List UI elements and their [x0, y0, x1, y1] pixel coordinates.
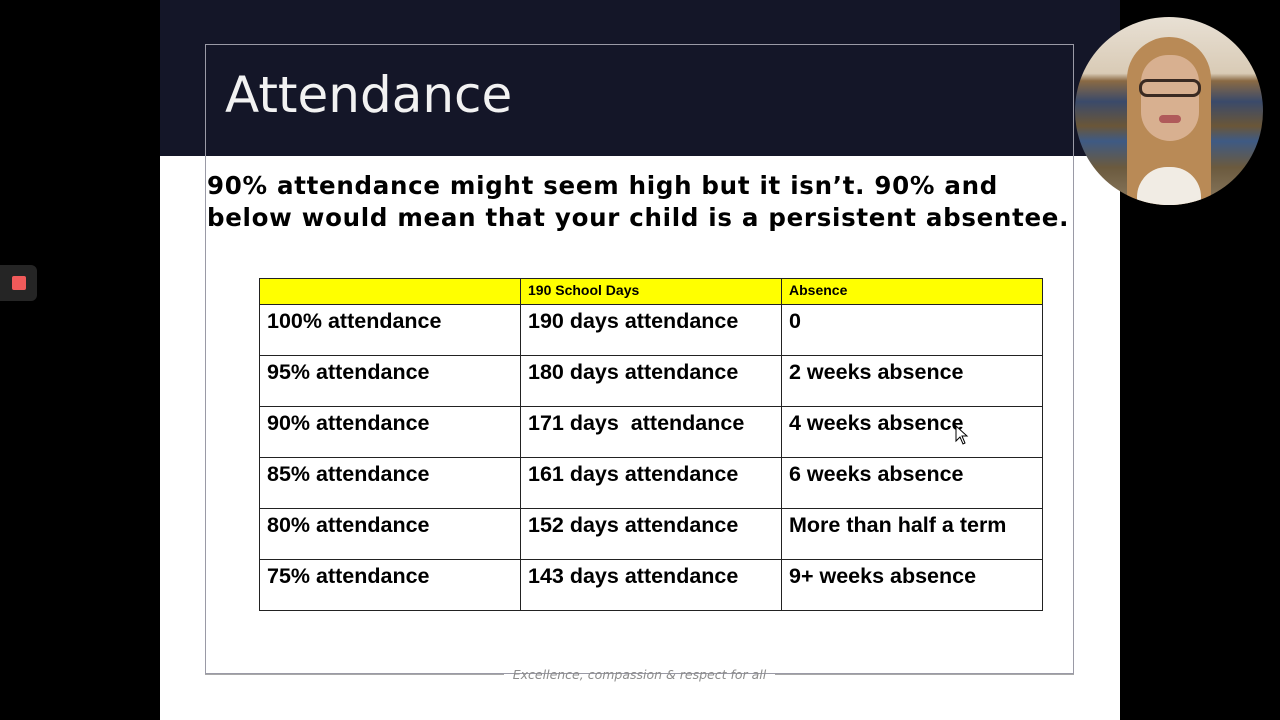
webcam-person-mouth	[1159, 115, 1181, 123]
cell-absence: 6 weeks absence	[781, 457, 1043, 509]
cell-attendance-pct: 80% attendance	[259, 508, 521, 560]
cell-absence: 2 weeks absence	[781, 355, 1043, 407]
attendance-table: 190 School Days Absence 100% attendance …	[259, 278, 1043, 611]
slide-frame	[205, 44, 1074, 674]
footer-divider-left	[205, 673, 504, 675]
cell-absence: 0	[781, 304, 1043, 356]
stop-square-icon	[11, 276, 26, 290]
cell-days: 171 days attendance	[520, 406, 782, 458]
table-row: 80% attendance 152 days attendance More …	[259, 508, 1043, 560]
table-row: 90% attendance 171 days attendance 4 wee…	[259, 406, 1043, 458]
subtitle-line-1: 90% attendance might seem high but it is…	[207, 171, 998, 200]
slide-header-band	[160, 0, 1120, 156]
stop-share-button[interactable]	[0, 265, 37, 301]
header-cell-absence: Absence	[781, 278, 1043, 305]
presenter-webcam[interactable]	[1075, 17, 1263, 205]
cell-days: 143 days attendance	[520, 559, 782, 611]
table-row: 95% attendance 180 days attendance 2 wee…	[259, 355, 1043, 407]
cell-absence: 4 weeks absence	[781, 406, 1043, 458]
mouse-cursor-icon	[955, 425, 969, 445]
cell-absence: 9+ weeks absence	[781, 559, 1043, 611]
table-row: 75% attendance 143 days attendance 9+ we…	[259, 559, 1043, 611]
cell-days: 161 days attendance	[520, 457, 782, 509]
table-row: 85% attendance 161 days attendance 6 wee…	[259, 457, 1043, 509]
slide-footer: Excellence, compassion & respect for all	[205, 664, 1074, 684]
cell-days: 180 days attendance	[520, 355, 782, 407]
slide-subtitle: 90% attendance might seem high but it is…	[207, 170, 1107, 234]
cell-days: 190 days attendance	[520, 304, 782, 356]
cell-attendance-pct: 100% attendance	[259, 304, 521, 356]
subtitle-line-2: below would mean that your child is a pe…	[207, 203, 1070, 232]
table-row: 100% attendance 190 days attendance 0	[259, 304, 1043, 356]
cell-days: 152 days attendance	[520, 508, 782, 560]
cell-attendance-pct: 75% attendance	[259, 559, 521, 611]
webcam-person-glasses	[1139, 79, 1201, 97]
header-cell-school-days: 190 School Days	[520, 278, 782, 305]
header-cell-blank	[259, 278, 521, 305]
cell-attendance-pct: 85% attendance	[259, 457, 521, 509]
cell-attendance-pct: 90% attendance	[259, 406, 521, 458]
webcam-person-face	[1141, 55, 1199, 141]
cell-absence: More than half a term	[781, 508, 1043, 560]
presentation-slide: Attendance 90% attendance might seem hig…	[160, 0, 1120, 720]
table-header-row: 190 School Days Absence	[259, 278, 1043, 305]
webcam-person-shirt	[1137, 167, 1201, 205]
footer-motto: Excellence, compassion & respect for all	[512, 666, 767, 682]
footer-divider-right	[775, 673, 1074, 675]
cell-attendance-pct: 95% attendance	[259, 355, 521, 407]
slide-title: Attendance	[225, 66, 513, 124]
